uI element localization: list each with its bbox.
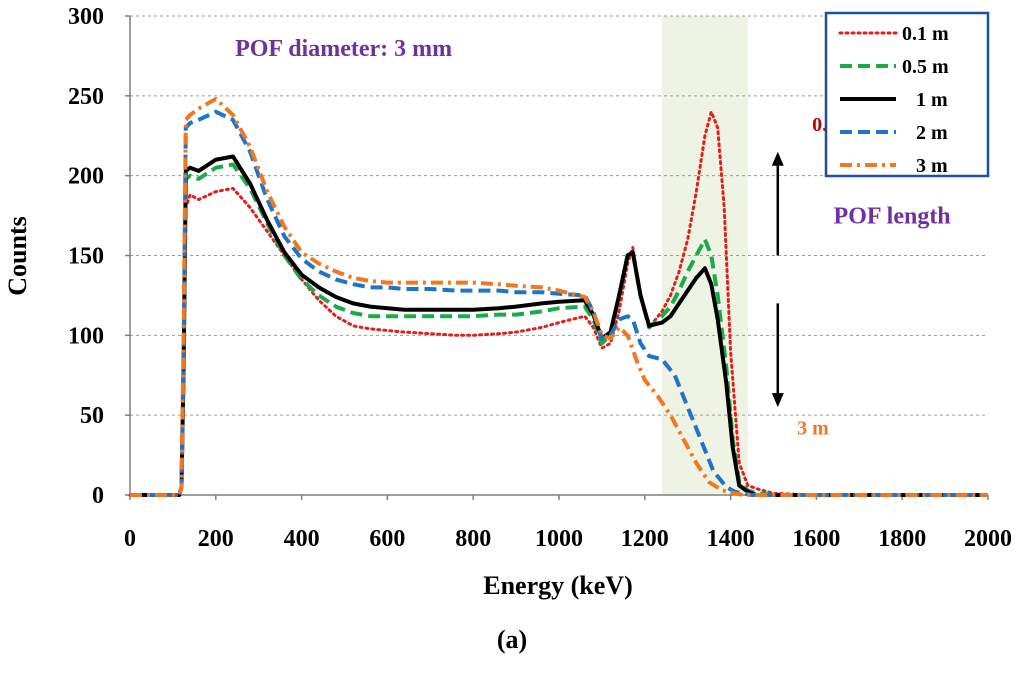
- annotation-pof-diameter: POF diameter: 3 mm: [235, 36, 452, 62]
- series-1-m: [130, 154, 988, 497]
- series-0-1-m: [128, 110, 990, 497]
- legend-box: [824, 11, 990, 178]
- x-tick-label: 1200: [621, 526, 669, 552]
- y-tick-label: 50: [80, 403, 104, 429]
- tick-labels: 0 50 100 150 200 250 300 0 200 400 600 800 1000 1200 1…: [68, 4, 1012, 552]
- y-axis-title: Counts: [3, 216, 32, 295]
- arrow-up-head: [771, 151, 784, 166]
- y-tick-label: 0: [92, 483, 104, 509]
- annotation-pof-length: POF length: [834, 204, 951, 230]
- legend-label: 0.1 m: [902, 23, 949, 45]
- series-lines: [128, 97, 990, 497]
- y-tick-label: 300: [68, 4, 104, 30]
- x-tick-label: 2000: [964, 526, 1012, 552]
- annotation-length-3m: 3 m: [797, 417, 829, 439]
- x-tick-label: 1400: [707, 526, 755, 552]
- series-3-m: [130, 97, 988, 497]
- x-tick-label: 1800: [878, 526, 926, 552]
- legend-label: 2 m: [916, 122, 948, 144]
- y-tick-label: 150: [68, 244, 104, 270]
- arrow-down-head: [771, 393, 784, 408]
- legend: 0.1 m 0.5 m 1 m 2 m 3 m: [824, 11, 990, 178]
- x-tick-label: 1600: [792, 526, 840, 552]
- legend-label: 3 m: [916, 155, 948, 177]
- y-tick-label: 100: [68, 323, 104, 349]
- series-2-m: [130, 109, 988, 497]
- x-axis-title: Energy (keV): [483, 571, 632, 600]
- x-tick-label: 0: [124, 526, 136, 552]
- arrows: [771, 151, 784, 408]
- legend-label: 1 m: [916, 89, 948, 111]
- legend-label: 0.5 m: [902, 56, 949, 78]
- x-tick-label: 600: [369, 526, 405, 552]
- x-tick-label: 200: [198, 526, 234, 552]
- x-tick-label: 400: [284, 526, 320, 552]
- x-tick-label: 1000: [535, 526, 583, 552]
- series-0-5-m: [130, 162, 988, 497]
- figure-label: (a): [497, 625, 527, 654]
- x-tick-label: 800: [455, 526, 491, 552]
- y-tick-label: 200: [68, 164, 104, 190]
- y-tick-label: 250: [68, 84, 104, 110]
